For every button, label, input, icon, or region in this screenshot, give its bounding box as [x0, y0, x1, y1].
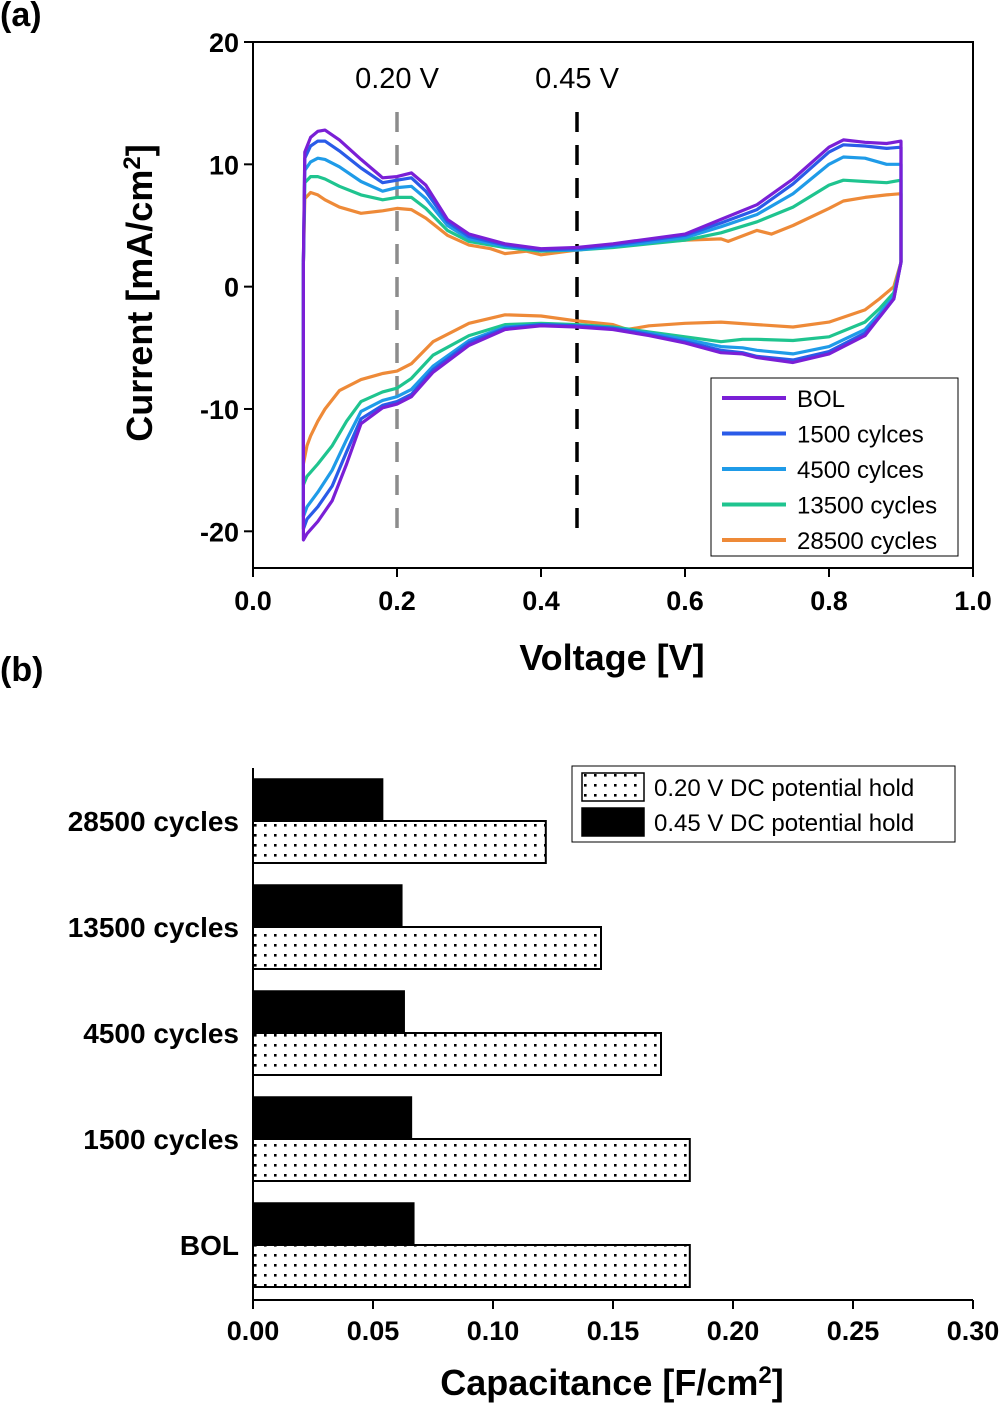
- panel-a-label: (a): [0, 0, 42, 34]
- bar-045-3: [252, 1096, 413, 1140]
- bar-045-1: [252, 884, 403, 928]
- x-axis-title-b: Capacitance [F/cm2]: [440, 1362, 783, 1403]
- x-tick-label-3: 0.6: [666, 586, 704, 616]
- legend-b: 0.20 V DC potential hold 0.45 V DC potent…: [571, 765, 956, 843]
- y-tick-label-2: 0: [224, 273, 239, 303]
- bar-045-2: [252, 990, 405, 1034]
- category-labels: 28500 cycles 13500 cycles 4500 cycles 1500 …: [68, 806, 239, 1261]
- legend-label-1: 1500 cylces: [797, 422, 924, 449]
- category-label-2: 4500 cycles: [83, 1018, 239, 1049]
- x-axis-title: Voltage [V]: [519, 637, 704, 678]
- bar-045-0: [252, 778, 384, 822]
- y-tick-label-3: 10: [209, 150, 239, 180]
- bar-045-4: [252, 1202, 415, 1246]
- series-line-0: [301, 128, 903, 542]
- y-tick-label-1: -10: [200, 395, 239, 425]
- y-axis-ticks: -20 -10 0 10 20: [200, 28, 253, 547]
- x-tick-label-b-1: 0.05: [347, 1316, 400, 1346]
- x-tick-label-b-6: 0.30: [947, 1316, 1000, 1346]
- x-tick-label-1: 0.2: [378, 586, 416, 616]
- legend-a: BOL 1500 cylces 4500 cylces 13500 cycles 285…: [710, 377, 959, 557]
- y-axis-title: Current [mA/cm2]: [119, 144, 160, 441]
- bar-020-4: [252, 1244, 691, 1288]
- series-line-4: [301, 190, 903, 466]
- reference-label-0: 0.20 V: [355, 63, 439, 95]
- x-tick-label-b-2: 0.10: [467, 1316, 520, 1346]
- x-tick-label-b-4: 0.20: [707, 1316, 760, 1346]
- x-tick-label-b-0: 0.00: [227, 1316, 280, 1346]
- bar-020-0: [252, 820, 547, 864]
- bar-020-2: [252, 1032, 662, 1076]
- legend-label-020: 0.20 V DC potential hold: [654, 775, 914, 802]
- x-tick-label-b-3: 0.15: [587, 1316, 640, 1346]
- category-label-0: 28500 cycles: [68, 806, 239, 837]
- legend-label-045: 0.45 V DC potential hold: [654, 810, 914, 837]
- legend-box-a: [710, 377, 959, 557]
- x-tick-label-4: 0.8: [810, 586, 848, 616]
- x-tick-label-5: 1.0: [954, 586, 992, 616]
- legend-swatch-solid: [581, 807, 645, 837]
- legend-swatch-dotted: [581, 772, 645, 802]
- category-label-4: BOL: [180, 1230, 239, 1261]
- plot-frame-a: [252, 41, 974, 569]
- bar-020-3: [252, 1138, 691, 1182]
- capacitance-chart: (b) 28500 cycles 13500 cycles 4500 cycles 1…: [0, 651, 999, 1403]
- cv-series-group: [301, 128, 903, 542]
- cv-chart: (a) 0.20 V 0.45 V 0.0 0.2 0.4 0.6 0.8 1.0 -20-…: [0, 0, 992, 678]
- legend-label-2: 4500 cylces: [797, 457, 924, 484]
- legend-label-3: 13500 cycles: [797, 493, 937, 520]
- y-tick-label-4: 20: [209, 28, 239, 58]
- bar-020-1: [252, 926, 602, 970]
- reference-label-1: 0.45 V: [535, 63, 619, 95]
- panel-b-label: (b): [0, 651, 43, 689]
- reference-lines: 0.20 V 0.45 V: [355, 63, 620, 540]
- category-label-1: 13500 cycles: [68, 912, 239, 943]
- x-tick-label-0: 0.0: [234, 586, 272, 616]
- category-label-3: 1500 cycles: [83, 1124, 239, 1155]
- x-axis-ticks-b: 0.00 0.05 0.10 0.15 0.20 0.25 0.30: [227, 1300, 1000, 1346]
- legend-label-0: BOL: [797, 386, 845, 413]
- y-tick-label-0: -20: [200, 517, 239, 547]
- legend-label-4: 28500 cycles: [797, 528, 937, 555]
- x-tick-label-b-5: 0.25: [827, 1316, 880, 1346]
- x-axis-ticks: 0.0 0.2 0.4 0.6 0.8 1.0: [234, 568, 992, 616]
- bar-group: [252, 778, 691, 1288]
- x-tick-label-2: 0.4: [522, 586, 560, 616]
